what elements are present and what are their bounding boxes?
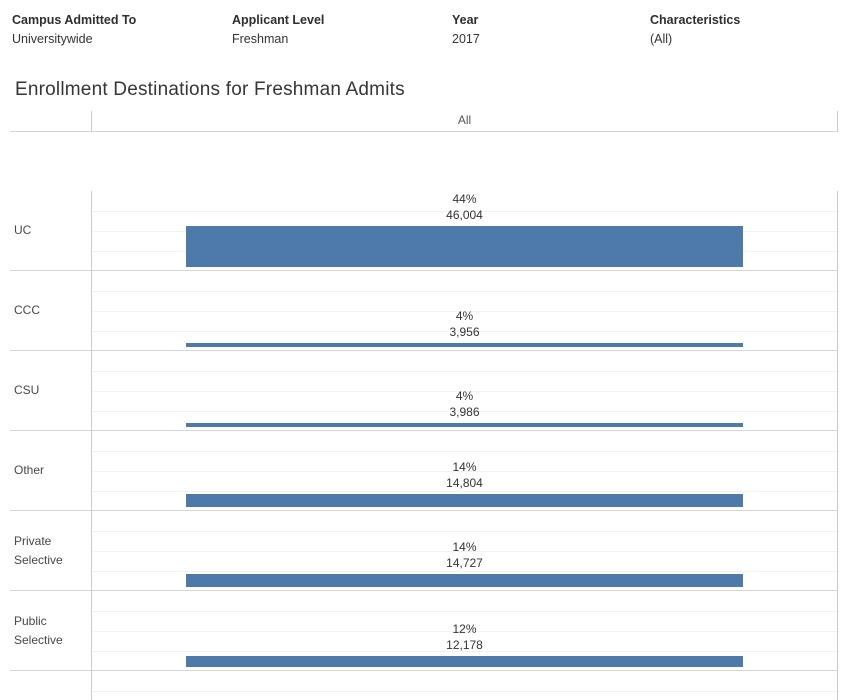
count-label: 14,804: [446, 475, 483, 490]
faint-gridline: [92, 371, 837, 372]
faint-gridline: [92, 391, 837, 392]
category-label: Other: [14, 463, 45, 477]
category-row-header: Private Selective: [10, 511, 91, 591]
filter-value[interactable]: 2017: [452, 32, 480, 46]
faint-gridline: [92, 451, 837, 452]
faint-gridline: [92, 551, 837, 552]
category-row-header: Unknown: [10, 671, 91, 700]
category-row-header: CSU: [10, 351, 91, 431]
bar-row-panel: 4% 3,986: [91, 351, 838, 431]
faint-gridline: [92, 491, 837, 492]
chart-title: Enrollment Destinations for Freshman Adm…: [15, 79, 405, 100]
bar[interactable]: [185, 493, 744, 507]
faint-gridline: [92, 531, 837, 532]
column-header-all: All: [91, 111, 838, 132]
percent-label: 14%: [452, 539, 477, 554]
category-label: Public Selective: [14, 613, 63, 647]
category-label: CSU: [14, 383, 40, 397]
filter-value[interactable]: (All): [650, 32, 673, 46]
count-label: 12,178: [446, 637, 483, 652]
category-label: UC: [14, 223, 32, 237]
faint-gridline: [92, 631, 837, 632]
faint-gridline: [92, 291, 837, 292]
percent-label: 4%: [455, 388, 474, 403]
bar[interactable]: [185, 226, 744, 267]
percent-label: 44%: [452, 192, 477, 206]
bar-row-panel: 9% 9,167: [91, 671, 838, 700]
faint-gridline: [92, 411, 837, 412]
filter-value[interactable]: Universitywide: [12, 32, 93, 46]
count-label: 46,004: [446, 208, 483, 222]
count-label: 14,727: [446, 555, 483, 570]
header-corner-cell: [10, 111, 91, 132]
filter-label: Year: [452, 13, 479, 27]
category-row-header: Public Selective: [10, 591, 91, 671]
category-label: CCC: [14, 303, 40, 317]
enrollment-destinations-chart: All UC 44% 46,004 CCC 4% 3,956 CSU 4% 3,…: [10, 111, 838, 700]
bar[interactable]: [185, 342, 744, 347]
filter-label: Applicant Level: [232, 13, 325, 27]
faint-gridline: [92, 331, 837, 332]
percent-label: 12%: [452, 621, 477, 636]
faint-gridline: [92, 471, 837, 472]
faint-gridline: [92, 211, 837, 212]
filter-characteristics[interactable]: Characteristics (All): [650, 13, 850, 47]
faint-gridline: [92, 691, 837, 692]
faint-gridline: [92, 311, 837, 312]
bar[interactable]: [185, 655, 744, 667]
bar-row-panel: 14% 14,804: [91, 431, 838, 511]
bar-row-panel: 44% 46,004: [91, 191, 838, 271]
faint-gridline: [92, 611, 837, 612]
bar[interactable]: [185, 422, 744, 427]
filter-value[interactable]: Freshman: [232, 32, 289, 46]
bar-row-panel: 12% 12,178: [91, 591, 838, 671]
category-row-header: Other: [10, 431, 91, 511]
filter-bar: Campus Admitted To Universitywide Applic…: [0, 0, 850, 52]
filter-year[interactable]: Year 2017: [452, 13, 662, 47]
faint-gridline: [92, 651, 837, 652]
percent-label: 4%: [455, 308, 474, 323]
category-label: Private Selective: [14, 533, 63, 567]
category-row-header: UC: [10, 191, 91, 271]
filter-campus-admitted-to[interactable]: Campus Admitted To Universitywide: [12, 13, 222, 47]
faint-gridline: [92, 571, 837, 572]
bar[interactable]: [185, 573, 744, 587]
category-row-header: CCC: [10, 271, 91, 351]
filter-label: Campus Admitted To: [12, 13, 137, 27]
bar-row-panel: 4% 3,956: [91, 271, 838, 351]
count-label: 3,956: [449, 324, 480, 339]
filter-applicant-level[interactable]: Applicant Level Freshman: [232, 13, 442, 47]
filter-label: Characteristics: [650, 13, 741, 27]
count-label: 3,986: [449, 404, 480, 419]
percent-label: 14%: [452, 459, 477, 474]
bar-row-panel: 14% 14,727: [91, 511, 838, 591]
